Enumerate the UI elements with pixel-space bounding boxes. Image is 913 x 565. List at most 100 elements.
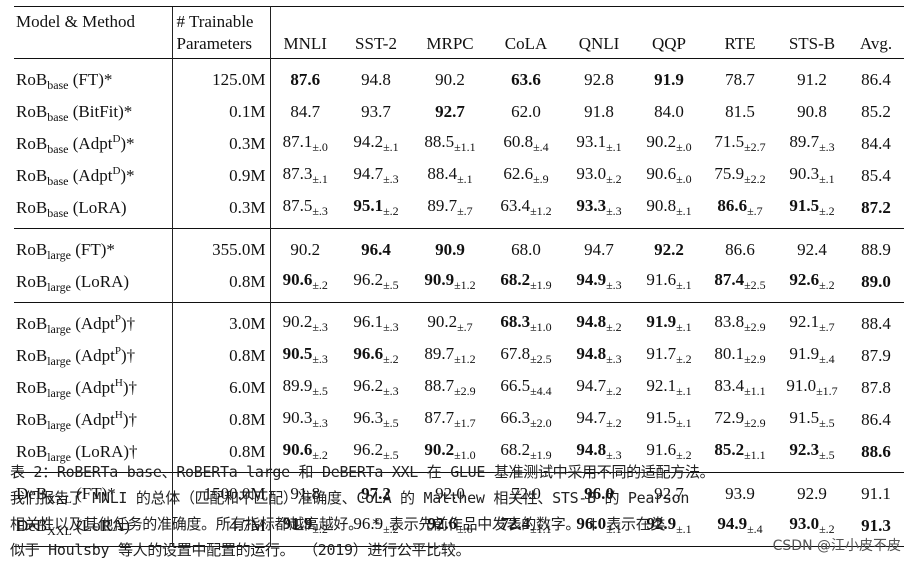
- score-cell: 80.1±2.9: [704, 340, 776, 372]
- header-col: CoLA: [504, 34, 548, 53]
- score-value: 67.8: [500, 343, 531, 363]
- score-cell: 91.2: [776, 58, 848, 96]
- model-post: )*: [120, 166, 135, 185]
- score-value: 68.3: [500, 311, 531, 331]
- score-std: ±.2: [606, 415, 622, 430]
- score-value: 96.4: [361, 240, 391, 259]
- model-base: RoB: [16, 240, 48, 259]
- watermark-credit: CSDN @江小皮不皮: [772, 538, 901, 554]
- score-cell: 91.6±.1: [634, 266, 704, 303]
- score-std: ±4.4: [530, 383, 552, 398]
- table-row: RoBlarge (AdptP)† 3.0M 90.2±.3 96.1±.3 90.2±…: [14, 302, 905, 340]
- score-std: ±.1: [606, 139, 622, 154]
- score-std: ±.7: [819, 319, 835, 334]
- params-cell: 6.0M: [171, 372, 271, 404]
- score-value: 94.8: [576, 439, 607, 459]
- model-pre: (BitFit)*: [68, 102, 133, 121]
- model-method-cell: RoBlarge (AdptH)†: [14, 404, 172, 436]
- score-value: 91.9: [646, 311, 677, 331]
- score-value: 86.6: [725, 240, 755, 259]
- model-method-cell: RoBlarge (AdptP)†: [14, 302, 172, 340]
- score-value: 90.2: [424, 439, 455, 459]
- model-pre: (Adpt: [70, 410, 115, 429]
- score-cell: 97.2: [340, 472, 412, 510]
- score-value: 97.2: [361, 484, 391, 503]
- score-value: 87.6: [290, 70, 321, 89]
- header-params-line1: # Trainable: [171, 6, 271, 33]
- table-row: RoBbase (AdptD)* 0.3M 87.1±.0 94.2±.1 88.5±1…: [14, 128, 904, 160]
- score-value: 96.2: [353, 375, 384, 395]
- model-sup: P: [114, 313, 121, 325]
- score-cell: 89.7±1.2: [412, 340, 488, 372]
- score-std: ±.5: [383, 447, 399, 462]
- model-method-cell: RoBlarge (AdptH)†: [14, 372, 172, 404]
- score-value: 90.2: [435, 70, 465, 89]
- results-table-container: Model & Method # Trainable Parameters MN…: [14, 6, 905, 547]
- score-value: 92.6: [789, 269, 820, 289]
- score-value: 85.2: [861, 102, 891, 121]
- model-method-cell: RoBbase (AdptD)*: [14, 128, 172, 160]
- score-cell: 67.8±2.5: [488, 340, 564, 372]
- model-pre: (FT)*: [70, 240, 115, 259]
- score-value: 85.2: [714, 439, 745, 459]
- score-value: 95.1: [353, 195, 384, 215]
- score-cell: 83.8±2.9: [704, 302, 776, 340]
- score-value: 94.7: [576, 375, 607, 395]
- score-cell: 87.4±2.5: [704, 266, 776, 303]
- table-row: RoBlarge (AdptP)† 0.8M 90.5±.3 96.6±.2 89.7±…: [14, 340, 904, 372]
- score-cell: 83.4±1.1: [704, 372, 776, 404]
- score-std: ±.3: [383, 171, 399, 186]
- score-cell: 91.7±.2: [634, 340, 704, 372]
- model-method-cell: RoBlarge (LoRA): [14, 266, 172, 303]
- score-value: 94.2: [353, 131, 384, 151]
- model-base: DeB: [16, 484, 48, 503]
- score-std: ±.3: [606, 277, 622, 292]
- score-cell: 92.8: [564, 58, 634, 96]
- score-value: 83.8: [714, 311, 745, 331]
- score-std: ±.2: [819, 521, 835, 536]
- model-post: )*: [120, 134, 135, 153]
- score-cell: 93.3±.3: [564, 192, 634, 229]
- score-cell: 96.6±.2: [340, 340, 412, 372]
- model-pre: (LoRA)†: [70, 442, 138, 461]
- score-value: 63.6: [511, 70, 541, 89]
- score-std: ±.7: [457, 203, 473, 218]
- model-pre: (Adpt: [70, 314, 115, 333]
- params-cell: 0.8M: [171, 340, 271, 372]
- score-cell: 91.9: [634, 58, 704, 96]
- score-cell: 84.7: [270, 96, 340, 128]
- score-cell: 88.7±2.9: [412, 372, 488, 404]
- score-std: ±.5: [383, 415, 399, 430]
- score-value: 92.0: [435, 484, 465, 503]
- score-cell: 88.6: [848, 436, 904, 473]
- header-col: MRPC: [426, 34, 474, 53]
- score-cell: 91.5±.5: [776, 404, 848, 436]
- score-value: 88.5: [424, 131, 455, 151]
- score-cell: 72.4±1.1: [488, 510, 564, 547]
- score-value: 92.6: [427, 513, 458, 533]
- score-cell: 91.5±.1: [634, 404, 704, 436]
- model-sup: D: [112, 133, 121, 145]
- score-std: ±1.9: [530, 447, 552, 462]
- score-cell: 90.2±1.0: [412, 436, 488, 473]
- score-cell: 91.8: [564, 96, 634, 128]
- score-cell: 95.1±.2: [340, 192, 412, 229]
- caption-line: 我们报告了 MNLI 的总体（匹配和不匹配）准确度、CoLA 的 Matthew…: [10, 489, 690, 507]
- score-cell: 78.7: [704, 58, 776, 96]
- score-value: 91.5: [789, 195, 820, 215]
- score-std: ±.2: [383, 521, 399, 536]
- score-value: 87.7: [424, 407, 455, 427]
- score-value: 92.7: [435, 102, 465, 121]
- score-std: ±.2: [676, 447, 692, 462]
- score-cell: 96.0: [564, 472, 634, 510]
- score-value: 87.9: [861, 346, 891, 365]
- score-cell: 88.4±.1: [412, 160, 488, 192]
- score-cell: 92.4: [776, 228, 848, 266]
- params-cell: 125.0M: [171, 58, 271, 96]
- model-sub: XXL: [47, 492, 72, 506]
- model-method-cell: RoBlarge (LoRA)†: [14, 436, 172, 473]
- score-std: ±.5: [312, 383, 328, 398]
- score-value: 68.0: [511, 240, 541, 259]
- score-std: ±2.7: [744, 139, 766, 154]
- score-value: 90.8: [797, 102, 827, 121]
